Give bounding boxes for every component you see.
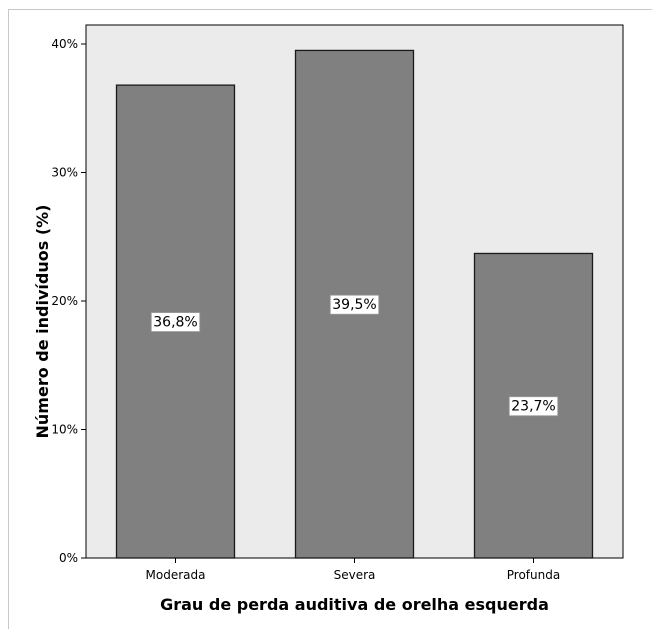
x-tick-label-profunda: Profunda (507, 568, 560, 582)
y-axis-title: Número de indivíduos (%) (33, 205, 52, 439)
data-label-text: 39,5% (332, 297, 376, 313)
y-tick-label-30: 30% (51, 166, 78, 180)
x-axis-title: Grau de perda auditiva de orelha esquerd… (160, 595, 549, 614)
bars (115, 49, 594, 559)
data-label-severa: 39,5% (329, 294, 380, 315)
data-label-text: 36,8% (153, 315, 197, 331)
y-tick-label-20: 20% (51, 294, 78, 308)
x-axis: Moderada Severa Profunda (146, 558, 560, 582)
data-label-text: 23,7% (511, 399, 555, 415)
data-labels: 36,8% 39,5% 23,7% (150, 294, 559, 417)
y-tick-label-0: 0% (59, 551, 78, 565)
y-axis: 0% 10% 20% 30% 40% (51, 37, 86, 565)
data-label-moderada: 36,8% (150, 312, 201, 332)
y-tick-label-10: 10% (51, 423, 78, 437)
data-label-box (329, 294, 380, 315)
chart-frame (8, 9, 652, 629)
data-label-profunda: 23,7% (508, 396, 559, 417)
x-tick-label-severa: Severa (334, 568, 376, 582)
data-label-box (150, 312, 201, 332)
y-tick-label-40: 40% (51, 37, 78, 51)
data-label-box (508, 396, 559, 417)
x-tick-label-moderada: Moderada (146, 568, 206, 582)
